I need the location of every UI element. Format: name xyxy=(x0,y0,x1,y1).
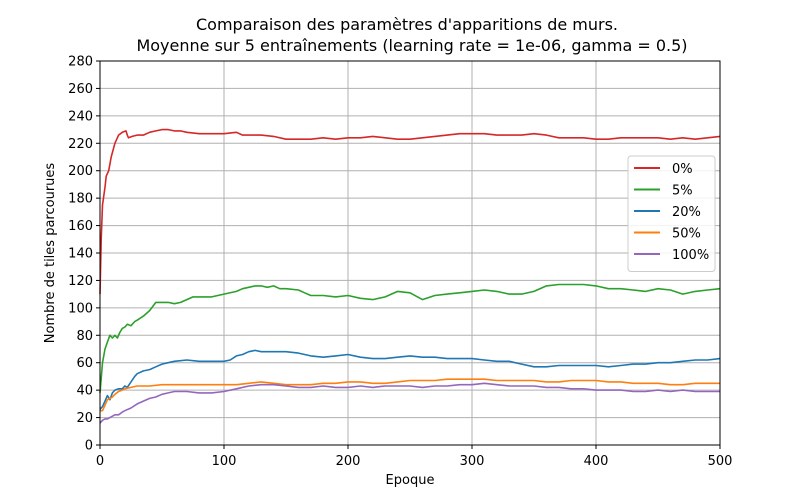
x-tick-label: 400 xyxy=(584,454,609,469)
x-tick-label: 100 xyxy=(212,454,237,469)
axis-ticks: 0 100 200 300 400 500 0 20 40 60 80 100 120 140 160 180… xyxy=(68,55,732,470)
y-tick-label: 80 xyxy=(76,329,93,344)
y-tick-label: 180 xyxy=(68,192,93,207)
chart-title: Comparaison des paramètres d'apparitions… xyxy=(196,15,618,34)
y-tick-label: 200 xyxy=(68,164,93,179)
x-axis-label: Epoque xyxy=(386,473,435,488)
y-tick-label: 0 xyxy=(85,439,93,454)
x-tick-label: 0 xyxy=(96,454,104,469)
y-tick-label: 20 xyxy=(76,411,93,426)
series-line xyxy=(99,382,720,424)
legend-box xyxy=(627,155,716,272)
x-tick-label: 200 xyxy=(336,454,361,469)
y-tick-label: 260 xyxy=(68,82,93,97)
y-tick-label: 140 xyxy=(68,247,93,262)
series-line xyxy=(99,349,721,410)
y-tick-label: 100 xyxy=(68,301,93,316)
legend-label: 50% xyxy=(672,227,701,242)
y-tick-label: 240 xyxy=(68,109,93,124)
y-tick-label: 280 xyxy=(68,55,93,70)
chart-subtitle: Moyenne sur 5 entraînements (learning ra… xyxy=(136,36,687,55)
y-tick-label: 120 xyxy=(68,274,93,289)
series-lines xyxy=(99,128,721,424)
grid xyxy=(99,60,721,446)
x-tick-label: 500 xyxy=(708,454,733,469)
y-tick-label: 40 xyxy=(76,384,93,399)
y-tick-label: 160 xyxy=(68,219,93,234)
series-line xyxy=(100,378,720,412)
legend-label: 20% xyxy=(672,205,701,220)
legend-label: 100% xyxy=(672,248,709,263)
series-line xyxy=(99,283,721,393)
legend: 0% 5% 20% 50% 100% xyxy=(627,155,716,272)
y-tick-label: 60 xyxy=(76,356,93,371)
y-axis-label: Nombre de tiles parcourues xyxy=(43,163,58,344)
series-line xyxy=(99,128,721,295)
legend-label: 0% xyxy=(672,162,693,177)
legend-label: 5% xyxy=(672,184,693,199)
y-tick-label: 220 xyxy=(68,137,93,152)
x-tick-label: 300 xyxy=(460,454,485,469)
